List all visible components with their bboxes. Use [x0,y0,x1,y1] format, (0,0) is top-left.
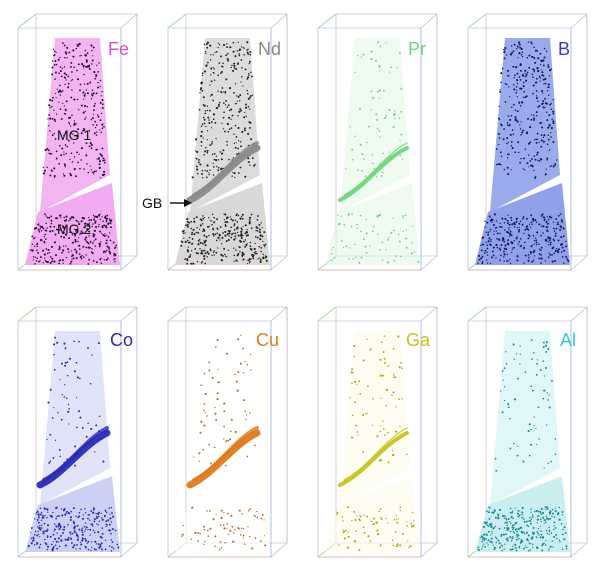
element-label: B [558,39,571,59]
reconstruction-volume [17,13,138,271]
element-label: Co [110,330,134,350]
grain-upper [340,331,410,505]
panel-co: Co [0,287,150,573]
panel-nd: Nd GB [142,0,300,286]
bounding-box [467,13,588,271]
atom-points [336,335,415,551]
panel-ga: Ga [300,287,450,573]
panel-pr: Pr [300,0,450,286]
grain-lower [325,183,420,265]
grain-boundary [338,427,409,487]
atom-points [477,41,570,265]
atom-points [477,339,568,552]
mg1-label: MG 1 [57,127,92,143]
element-label: Al [560,330,577,350]
reconstruction-volume [467,13,588,271]
bounding-box [17,13,138,271]
grain-upper [190,38,260,212]
atom-points [30,42,118,265]
grain-boundary [338,142,409,202]
reconstruction-volume [467,306,588,558]
bounding-box [167,306,288,558]
element-label: Ga [406,330,431,350]
reconstruction-volume [317,306,438,558]
panel-b: B [450,0,600,286]
grain-upper [490,331,560,505]
grain-lower [175,183,270,265]
panel-al: Al [450,287,600,573]
element-label: Nd [258,39,282,59]
grain-boundary [36,426,111,489]
gb-arrow-icon [170,199,192,207]
panel-fe: Fe MG 1 MG 2 [0,0,150,286]
reconstruction-volume [317,13,438,271]
element-label: Cu [256,330,280,350]
gb-label: GB [142,195,163,211]
grain-upper [340,38,410,212]
panel-cu: Cu [150,287,300,573]
grain-boundary [186,426,261,489]
grain-lower [25,183,120,265]
grain-boundary [186,141,261,204]
reconstruction-volume [167,306,288,558]
reconstruction-volume [167,13,288,271]
element-label: Fe [108,39,130,59]
grain-lower [475,476,570,552]
atom-points [27,336,120,552]
mg2-label: MG 2 [57,221,92,237]
grain-lower [325,476,420,552]
element-label: Pr [408,39,426,59]
atom-points [330,41,420,264]
grain-upper [40,331,110,505]
reconstruction-volume [17,306,138,558]
atom-points [180,41,268,265]
bounding-box [17,306,138,558]
bounding-box [167,13,288,271]
grain-lower [25,476,120,552]
grain-upper [190,331,260,505]
